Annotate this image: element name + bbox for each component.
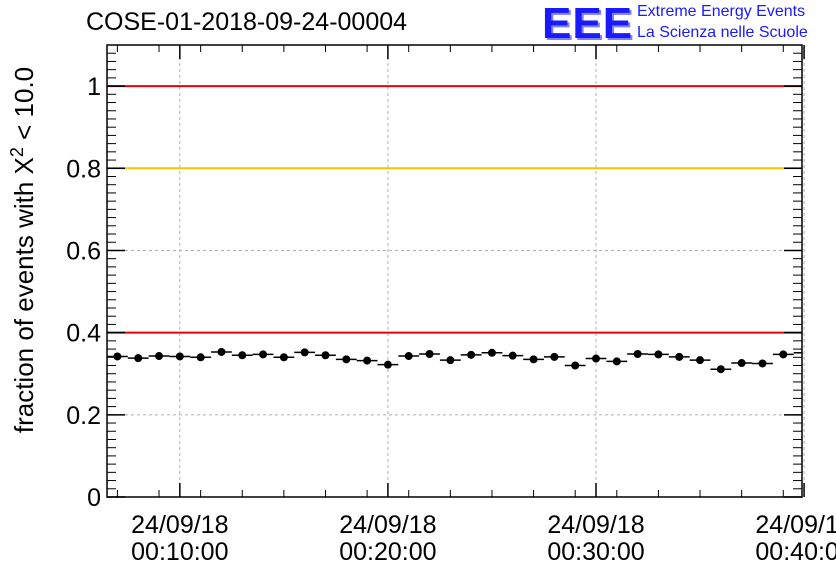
- data-point: [356, 356, 378, 365]
- data-point: [127, 354, 149, 363]
- axes: 00.20.40.60.8124/09/1800:10:0024/09/1800…: [66, 44, 836, 566]
- data-point: [668, 352, 690, 361]
- x-tick-label-time: 00:40:00: [755, 538, 836, 566]
- logo-line-2: La Scienza nelle Scuole: [637, 24, 808, 41]
- data-point: [772, 350, 794, 359]
- logo-line-1: Extreme Energy Events: [637, 3, 806, 20]
- data-point: [606, 357, 628, 366]
- data-series: [107, 347, 802, 374]
- data-marker: [175, 352, 184, 361]
- data-marker: [550, 352, 559, 361]
- data-marker: [300, 348, 309, 357]
- data-marker: [737, 359, 746, 368]
- data-marker: [654, 350, 663, 359]
- y-axis-label-sup: 2: [7, 147, 27, 157]
- data-marker: [675, 352, 684, 361]
- y-tick-label: 0.2: [66, 402, 101, 430]
- y-tick-label: 0.6: [66, 237, 101, 265]
- data-marker: [279, 353, 288, 362]
- y-axis-label-tail: < 10.0: [9, 67, 39, 147]
- data-marker: [155, 352, 164, 361]
- y-tick-label: 0: [87, 484, 101, 512]
- data-marker: [363, 356, 372, 365]
- data-point: [585, 354, 607, 363]
- data-marker: [571, 361, 580, 370]
- data-point: [502, 351, 524, 360]
- data-point: [564, 361, 586, 370]
- data-point: [460, 350, 482, 359]
- y-axis-label: fraction of events with X2 < 10.0: [7, 67, 39, 433]
- data-marker: [612, 357, 621, 366]
- data-marker: [217, 347, 226, 356]
- data-point: [231, 351, 253, 360]
- data-point: [419, 350, 440, 359]
- y-tick-label: 0.4: [66, 320, 101, 348]
- data-marker: [716, 365, 725, 374]
- data-marker: [446, 356, 455, 365]
- data-marker: [487, 348, 496, 357]
- data-marker: [259, 350, 268, 359]
- data-marker: [321, 351, 330, 360]
- x-tick-label-time: 00:20:00: [339, 538, 436, 566]
- data-marker: [196, 353, 205, 362]
- data-marker: [238, 351, 247, 360]
- data-point: [627, 350, 649, 359]
- data-marker: [342, 355, 351, 364]
- data-marker: [383, 360, 392, 369]
- x-tick-label-date: 24/09/18: [339, 511, 436, 539]
- data-point: [543, 352, 565, 361]
- reference-lines: [107, 85, 802, 334]
- data-marker: [758, 359, 767, 368]
- x-tick-label-date: 24/09/18: [755, 511, 836, 539]
- eee-logo: EEE: [542, 0, 634, 48]
- data-point: [752, 359, 773, 368]
- data-point: [273, 353, 295, 362]
- x-tick-label-date: 24/09/18: [547, 511, 644, 539]
- data-marker: [467, 350, 476, 359]
- data-point: [335, 355, 357, 364]
- data-marker: [113, 352, 122, 361]
- data-point: [731, 359, 753, 368]
- chart-title: COSE-01-2018-09-24-00004: [86, 8, 408, 36]
- data-point: [211, 347, 232, 356]
- data-point: [252, 350, 274, 359]
- y-tick-label: 1: [87, 73, 101, 101]
- data-marker: [591, 354, 600, 363]
- x-tick-label-date: 24/09/18: [131, 511, 228, 539]
- data-point: [377, 360, 399, 369]
- grid: [107, 45, 805, 497]
- data-marker: [404, 352, 413, 361]
- data-point: [439, 356, 461, 365]
- data-point: [169, 352, 191, 361]
- data-point: [523, 355, 544, 364]
- y-axis-label-main: fraction of events with X: [9, 157, 39, 433]
- x-tick-label-time: 00:10:00: [131, 538, 228, 566]
- data-point: [315, 351, 336, 360]
- data-point: [148, 352, 170, 361]
- data-point: [107, 352, 128, 361]
- data-marker: [696, 356, 705, 365]
- y-tick-label: 0.8: [66, 155, 101, 183]
- data-point: [294, 348, 316, 357]
- data-marker: [633, 350, 642, 359]
- data-marker: [529, 355, 538, 364]
- data-point: [648, 350, 669, 359]
- data-marker: [134, 354, 143, 363]
- data-point: [398, 352, 420, 361]
- data-marker: [779, 350, 788, 359]
- x-tick-label-time: 00:30:00: [547, 538, 644, 566]
- data-point: [481, 348, 503, 357]
- data-point: [689, 356, 711, 365]
- data-point: [190, 353, 212, 362]
- plot-frame: [106, 44, 803, 498]
- data-marker: [508, 351, 517, 360]
- data-marker: [425, 350, 434, 359]
- data-point: [710, 365, 732, 374]
